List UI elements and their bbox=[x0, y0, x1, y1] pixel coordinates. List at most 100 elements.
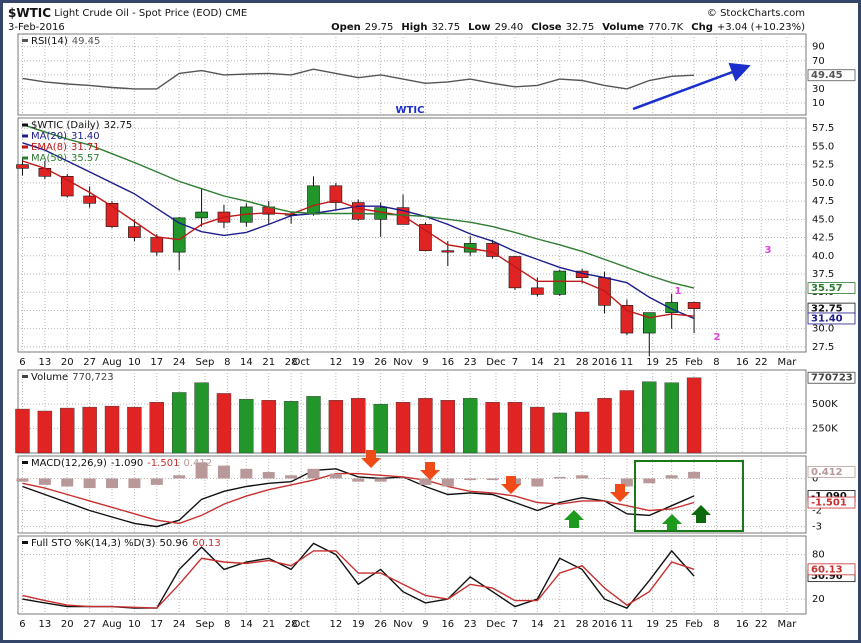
y-tick-label: 55.0 bbox=[812, 141, 834, 152]
symbol: $WTIC bbox=[8, 6, 51, 20]
x-tick-label: 25 bbox=[665, 357, 678, 368]
quote: Open 29.75 High 32.75 Low 29.40 Close 32.75 Volu… bbox=[331, 22, 805, 33]
histogram-bar bbox=[397, 478, 410, 479]
y-tick-label: 57.5 bbox=[812, 123, 834, 134]
volume-bar bbox=[82, 406, 97, 454]
candle-body bbox=[195, 211, 208, 219]
x-tick-label: 21 bbox=[262, 357, 275, 368]
quote-value: 29.40 bbox=[495, 22, 524, 33]
x-tick-label: Feb bbox=[685, 357, 703, 368]
volume-bar bbox=[418, 398, 433, 454]
candle-body bbox=[307, 185, 320, 215]
histogram-bar bbox=[688, 471, 701, 479]
histogram-bar bbox=[285, 475, 298, 479]
header-title: $WTIC Light Crude Oil - Spot Price (EOD)… bbox=[8, 6, 247, 20]
quote-label: High bbox=[401, 22, 427, 33]
volume-bar bbox=[686, 377, 702, 454]
legend-value: 770,723 bbox=[72, 372, 113, 383]
histogram-bar bbox=[643, 478, 656, 484]
up-arrow bbox=[691, 505, 711, 523]
x-tick-label: 2016 bbox=[592, 357, 617, 368]
y-tick-label: 80 bbox=[812, 550, 825, 561]
down-arrow bbox=[420, 462, 440, 480]
histogram-bar bbox=[61, 478, 74, 487]
volume-bar bbox=[216, 393, 232, 454]
x-tick-label: 8 bbox=[713, 357, 719, 368]
y-tick-label: 47.5 bbox=[812, 196, 834, 207]
annotation: 2 bbox=[714, 332, 721, 343]
x-tick-label: 14 bbox=[240, 619, 253, 630]
x-tick-label: 20 bbox=[61, 357, 74, 368]
volume-bar bbox=[485, 402, 500, 454]
quote-label: Open bbox=[331, 22, 361, 33]
legend-label: MACD(12,26,9) bbox=[31, 458, 107, 469]
value-tag bbox=[807, 69, 856, 82]
y-tick-label: 30.0 bbox=[812, 324, 834, 335]
candle-body bbox=[16, 164, 29, 169]
legend-swatch bbox=[22, 461, 28, 464]
trend-arrow bbox=[632, 62, 751, 111]
value-tag bbox=[807, 563, 856, 576]
x-tick-label: 28 bbox=[285, 619, 298, 630]
x-tick-label: Dec bbox=[486, 619, 505, 630]
value-tag-label: 770723 bbox=[811, 373, 853, 384]
x-tick-label: 23 bbox=[464, 357, 477, 368]
value-tag-label: 35.57 bbox=[811, 283, 843, 294]
legend-swatch bbox=[22, 134, 28, 138]
up-arrow bbox=[564, 510, 584, 528]
series-line bbox=[22, 468, 695, 528]
series-line bbox=[22, 472, 695, 525]
quote-label: Chg bbox=[691, 22, 713, 33]
histogram-bar bbox=[83, 478, 96, 489]
volume-bar bbox=[306, 396, 321, 454]
exchange: CME bbox=[225, 8, 247, 19]
quote-label: Low bbox=[468, 22, 490, 33]
x-tick-label: 21 bbox=[553, 357, 566, 368]
histogram-bar bbox=[464, 478, 477, 481]
legend-label: Full STO %K(14,3) %D(3) bbox=[31, 538, 156, 549]
histogram-bar bbox=[441, 478, 454, 487]
up-arrow bbox=[662, 514, 682, 532]
y-tick-label: 45.0 bbox=[812, 214, 834, 225]
x-tick-label: Sep bbox=[195, 357, 214, 368]
histogram-bar bbox=[262, 472, 275, 479]
histogram-bar bbox=[665, 475, 678, 479]
histogram-bar bbox=[217, 465, 230, 479]
volume-bar bbox=[37, 410, 53, 454]
volume-bar bbox=[373, 403, 388, 454]
x-tick-label: 24 bbox=[173, 357, 186, 368]
value-tag-label: 32.75 bbox=[811, 304, 843, 315]
x-tick-label: 19 bbox=[352, 357, 365, 368]
y-tick-label: 42.5 bbox=[812, 233, 834, 244]
x-tick-label: 10 bbox=[128, 357, 141, 368]
x-tick-label: 6 bbox=[19, 357, 25, 368]
x-tick-label: 8 bbox=[713, 619, 719, 630]
security-name: Light Crude Oil - Spot Price (EOD) bbox=[54, 8, 222, 19]
x-tick-label: 12 bbox=[330, 357, 343, 368]
histogram-bar bbox=[620, 478, 633, 487]
legend-label: MA(50) bbox=[31, 153, 67, 164]
candle-body bbox=[105, 202, 119, 227]
volume-bar bbox=[171, 392, 187, 454]
histogram-bar bbox=[486, 478, 499, 481]
x-tick-label: Mar bbox=[778, 619, 798, 630]
legend: Volume 770,723 bbox=[31, 372, 114, 383]
quote-value: 29.75 bbox=[365, 22, 394, 33]
histogram-bar bbox=[150, 478, 163, 485]
y-tick-label: 20 bbox=[812, 594, 825, 605]
candle-body bbox=[351, 202, 365, 220]
x-tick-label: 28 bbox=[285, 357, 298, 368]
y-tick-label: 40.0 bbox=[812, 251, 834, 262]
histogram-bar bbox=[419, 478, 432, 485]
legend-swatch bbox=[22, 123, 28, 127]
legend-swatch bbox=[22, 541, 28, 544]
x-tick-label: 19 bbox=[352, 619, 365, 630]
date: 3-Feb-2016 bbox=[8, 22, 65, 33]
x-tick-label: 7 bbox=[512, 357, 518, 368]
x-tick-label: Nov bbox=[393, 357, 413, 368]
volume-bar bbox=[664, 382, 679, 454]
volume-bar bbox=[395, 402, 411, 454]
volume-bar bbox=[283, 401, 299, 454]
y-tick-label: 50.0 bbox=[812, 178, 834, 189]
